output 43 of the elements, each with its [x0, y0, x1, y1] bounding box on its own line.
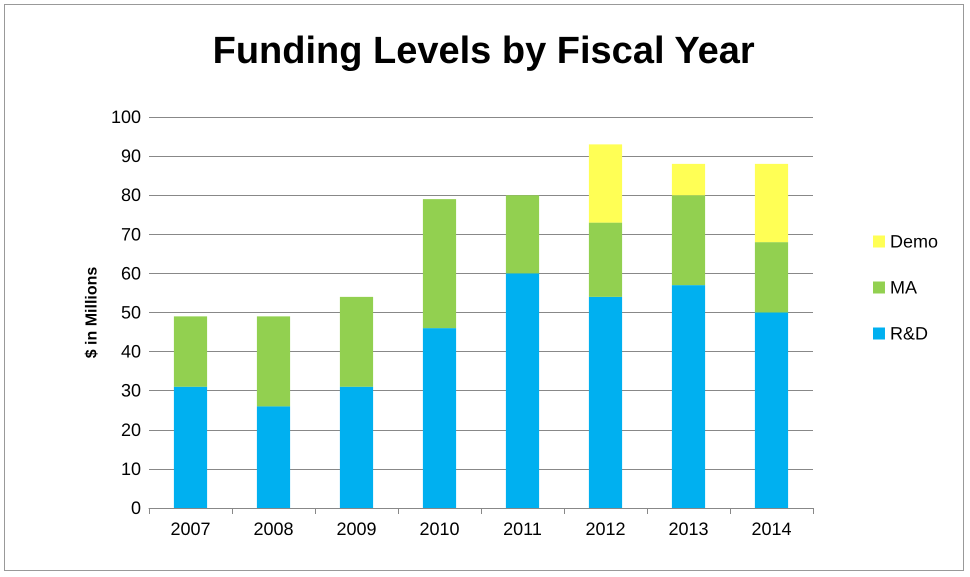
- x-tick-label: 2008: [253, 519, 294, 539]
- x-tick-label: 2013: [668, 519, 709, 539]
- legend-label: MA: [890, 278, 917, 298]
- bar: [174, 316, 208, 387]
- legend-label: R&D: [890, 324, 928, 344]
- bar: [672, 195, 706, 286]
- x-tick-label: 2012: [585, 519, 626, 539]
- x-tick-label: 2011: [503, 519, 542, 539]
- bar: [340, 386, 374, 508]
- bar: [754, 312, 788, 508]
- y-tick-label: 0: [130, 498, 141, 518]
- bar: [340, 296, 374, 387]
- bar: [588, 144, 622, 223]
- bar: [174, 386, 208, 508]
- bar: [754, 242, 788, 312]
- y-tick-label: 80: [120, 185, 141, 206]
- bar: [422, 199, 456, 328]
- x-tick-label: 2009: [336, 519, 377, 539]
- bar: [422, 328, 456, 508]
- y-tick-label: 100: [110, 107, 141, 127]
- bar: [588, 296, 622, 508]
- x-tick-label: 2010: [419, 519, 460, 539]
- bar: [506, 273, 540, 508]
- bar: [672, 164, 706, 196]
- y-tick-label: 50: [120, 302, 141, 322]
- bar: [256, 316, 290, 406]
- y-tick-label: 60: [120, 263, 141, 284]
- x-tick-label: 2007: [170, 519, 211, 539]
- bar: [506, 195, 540, 274]
- bar: [256, 406, 290, 508]
- chart-title: Funding Levels by Fiscal Year: [212, 30, 755, 72]
- bar: [754, 164, 788, 242]
- bar: [672, 285, 706, 508]
- legend-label: Demo: [890, 232, 938, 252]
- y-tick-label: 40: [120, 342, 141, 362]
- y-tick-label: 10: [120, 458, 141, 479]
- y-axis-title: $ in Millions: [84, 266, 101, 358]
- x-tick-label: 2014: [751, 519, 792, 539]
- y-tick-label: 20: [120, 420, 141, 440]
- y-tick-label: 30: [120, 380, 141, 401]
- bar: [588, 222, 622, 297]
- y-tick-label: 70: [120, 224, 141, 244]
- y-tick-label: 90: [120, 146, 141, 166]
